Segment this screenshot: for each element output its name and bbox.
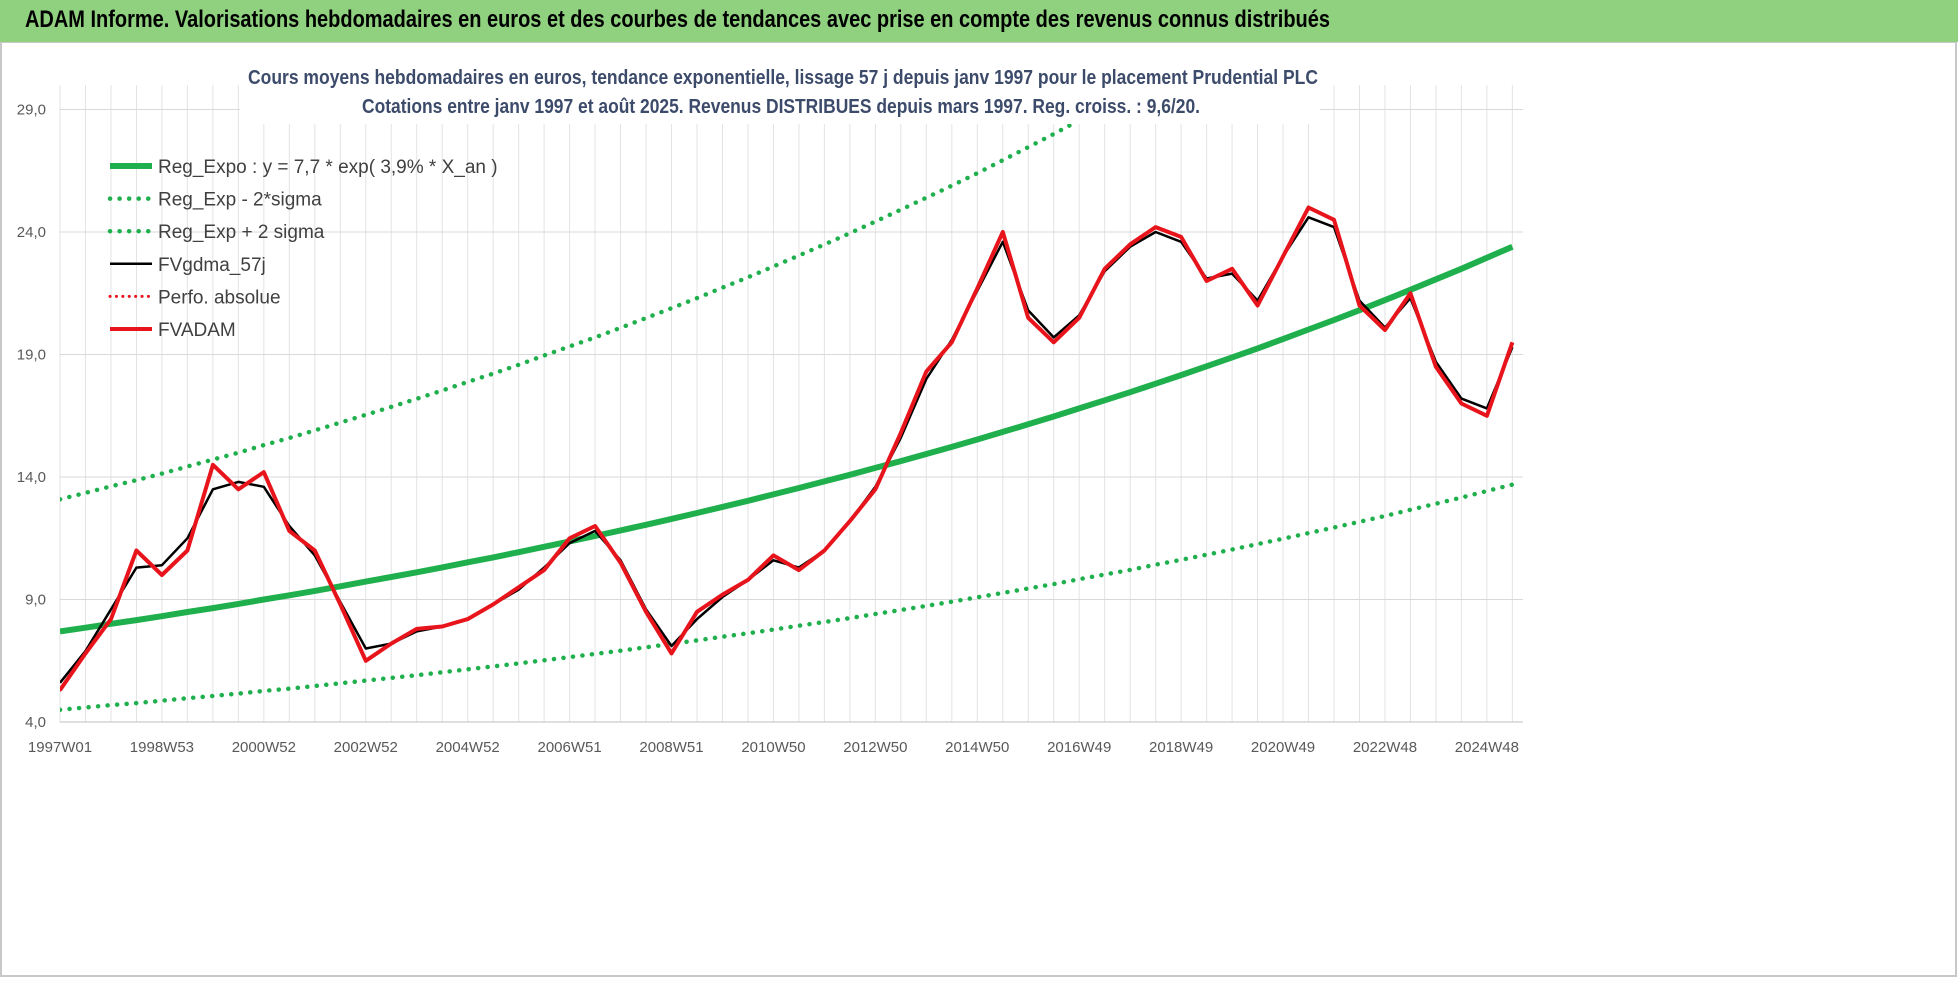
- legend-label: Reg_Exp + 2 sigma: [158, 222, 325, 243]
- x-tick-label: 2018W49: [1149, 739, 1213, 756]
- header-title: ADAM Informe. Valorisations hebdomadaire…: [25, 6, 1330, 33]
- y-tick-label: 14,0: [17, 469, 46, 486]
- x-tick-label: 2014W50: [945, 739, 1009, 756]
- series-line: [60, 85, 1149, 502]
- x-tick-label: 2020W49: [1251, 739, 1315, 756]
- x-tick-label: 2010W50: [741, 739, 805, 756]
- x-tick-label: 1997W01: [28, 739, 92, 756]
- x-tick-label: 2004W52: [436, 739, 500, 756]
- x-tick-label: 2016W49: [1047, 739, 1111, 756]
- y-tick-label: 24,0: [17, 224, 46, 241]
- grid: 1997W01 1998W53 2000W52 2002W52 2004W52 2006W…: [17, 85, 1523, 756]
- series-line: [60, 243, 1514, 635]
- x-tick-label: 2006W51: [537, 739, 601, 756]
- chart-subtitle: Cotations entre janv 1997 et août 2025. …: [362, 96, 1200, 118]
- legend-label: FVADAM: [158, 320, 236, 341]
- x-tick-label: 2022W48: [1353, 739, 1417, 756]
- legend-label: Reg_Expo : y = 7,7 * exp( 3,9% * X_an ): [158, 157, 498, 178]
- y-tick-label: 9,0: [25, 592, 46, 609]
- y-tick-label: 29,0: [17, 102, 46, 119]
- plot-lines: [60, 85, 1515, 713]
- x-tick-label: 2002W52: [334, 739, 398, 756]
- x-tick-label: 2012W50: [843, 739, 907, 756]
- header-bar: [0, 0, 1958, 42]
- x-tick-label: 2008W51: [639, 739, 703, 756]
- legend: Reg_Expo : y = 7,7 * exp( 3,9% * X_an ) R…: [107, 157, 498, 341]
- series-line: [60, 205, 1515, 692]
- x-tick-label: 2024W48: [1455, 739, 1519, 756]
- legend-label: Perfo. absolue: [158, 287, 281, 308]
- legend-label: FVgdma_57j: [158, 255, 266, 276]
- title-box: [240, 58, 1320, 124]
- x-tick-label: 1998W53: [130, 739, 194, 756]
- series-line: [60, 482, 1515, 713]
- y-tick-label: 4,0: [25, 714, 46, 731]
- y-tick-label: 19,0: [17, 347, 46, 364]
- x-tick-label: 2000W52: [232, 739, 296, 756]
- legend-label: Reg_Exp - 2*sigma: [158, 190, 322, 211]
- chart-title: Cours moyens hebdomadaires en euros, ten…: [248, 67, 1318, 89]
